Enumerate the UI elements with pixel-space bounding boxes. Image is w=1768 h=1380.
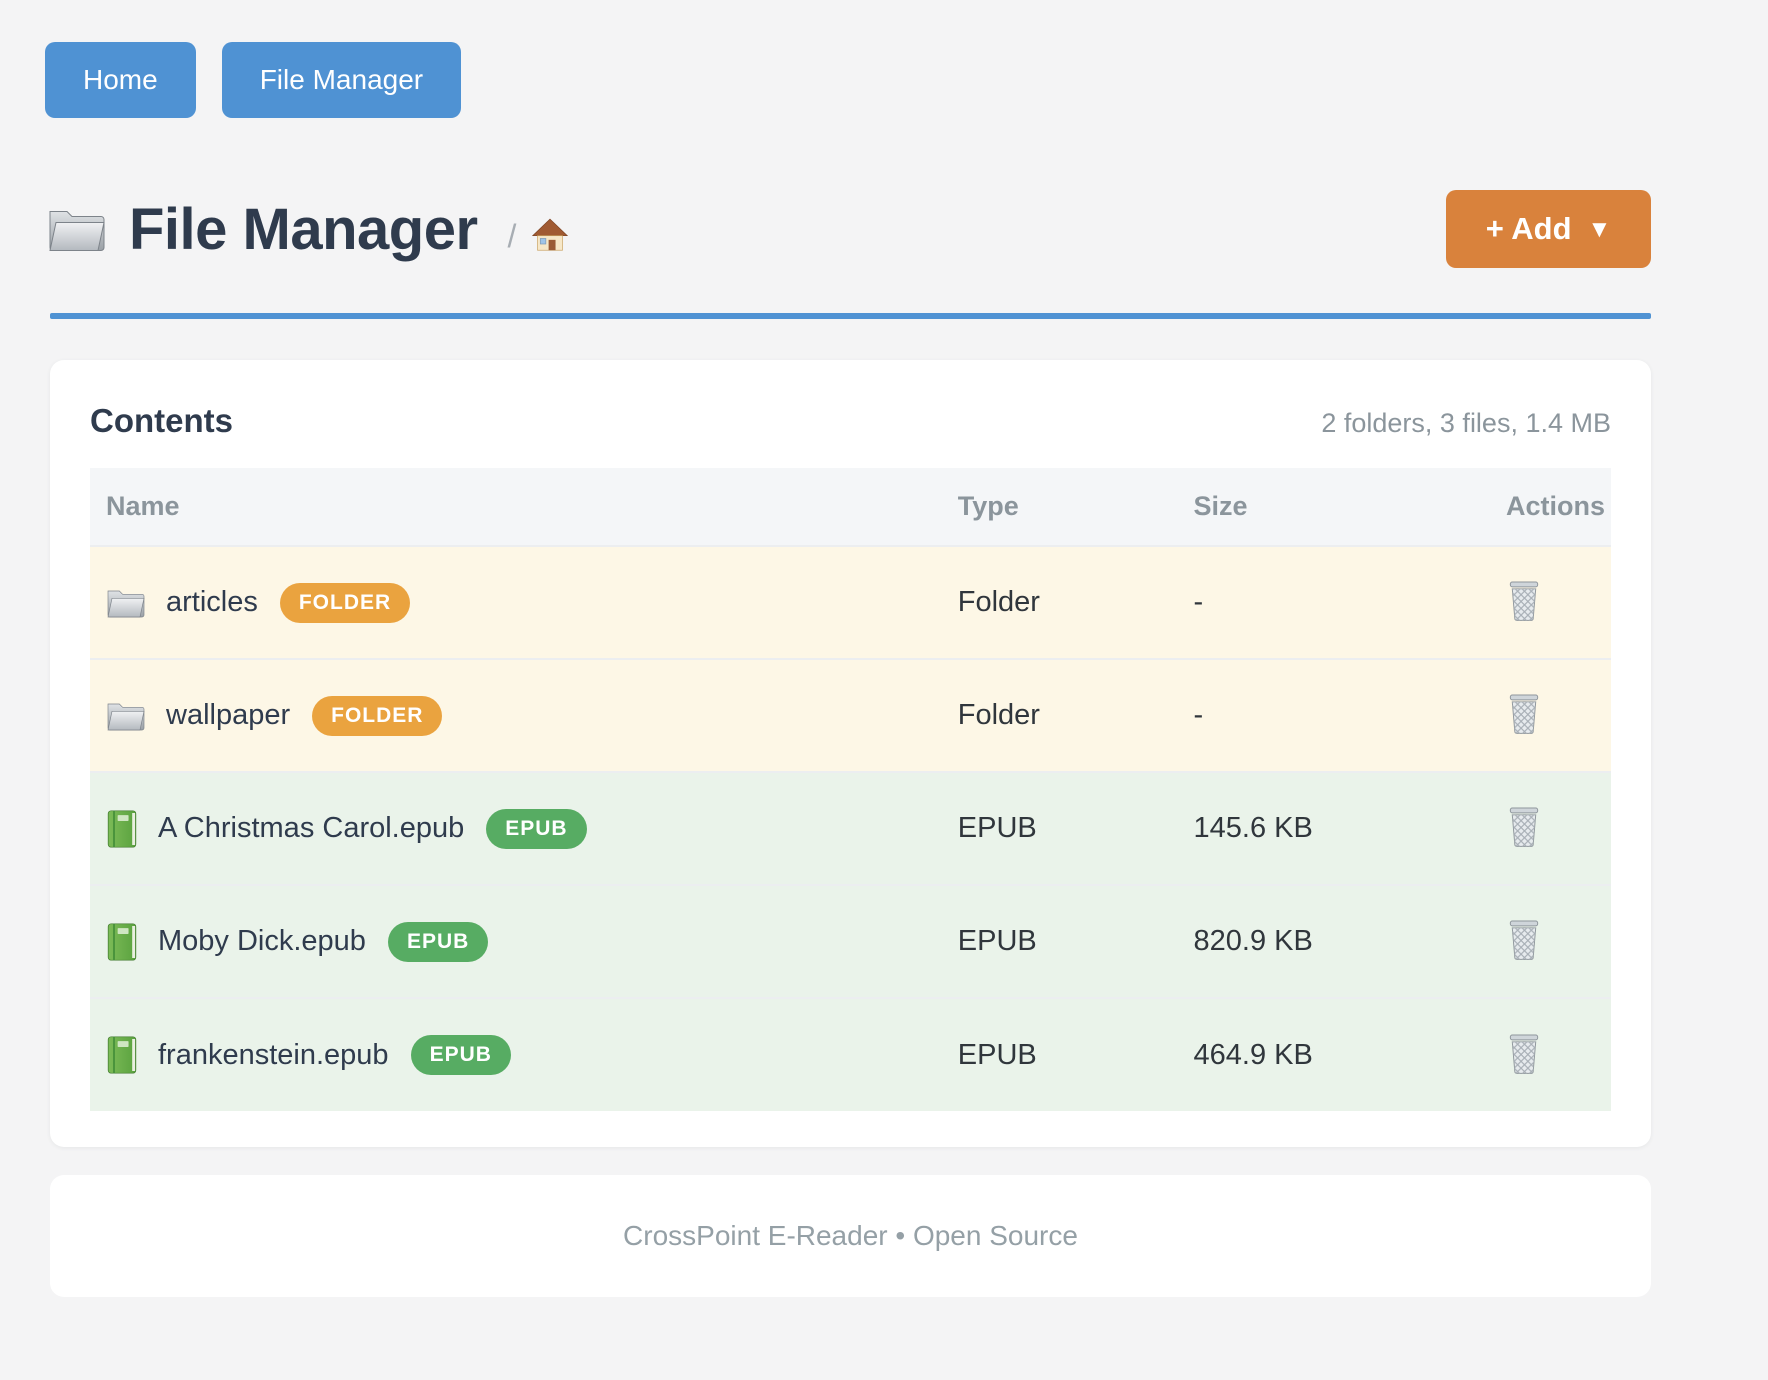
- type-cell: Folder: [941, 658, 1178, 772]
- folder-icon: [107, 590, 145, 617]
- footer: CrossPoint E-Reader • Open Source: [50, 1175, 1651, 1297]
- delete-button[interactable]: [1501, 914, 1547, 967]
- home-button[interactable]: Home: [45, 42, 196, 118]
- file-name: A Christmas Carol.epub: [158, 812, 465, 844]
- delete-button[interactable]: [1501, 688, 1547, 741]
- type-badge: EPUB: [410, 1035, 511, 1075]
- contents-summary: 2 folders, 3 files, 1.4 MB: [1321, 408, 1611, 438]
- size-cell: 820.9 KB: [1177, 884, 1437, 998]
- column-header-type: Type: [941, 468, 1178, 546]
- file-name: wallpaper: [166, 699, 291, 731]
- book-icon: [107, 809, 137, 848]
- file-name: articles: [166, 586, 258, 618]
- file-table: Name Type Size Actions articles: [90, 468, 1611, 1111]
- add-button[interactable]: + Add ▼: [1446, 190, 1651, 268]
- table-header-row: Name Type Size Actions: [90, 468, 1611, 546]
- top-nav: Home File Manager: [0, 0, 1768, 118]
- book-icon: [107, 1036, 137, 1074]
- type-cell: EPUB: [941, 884, 1178, 998]
- type-cell: Folder: [941, 545, 1178, 659]
- column-header-actions: Actions: [1436, 468, 1611, 546]
- table-row[interactable]: A Christmas Carol.epub EPUB EPUB 145.6 K…: [90, 771, 1611, 885]
- size-cell: 145.6 KB: [1177, 771, 1437, 885]
- wastebasket-icon: [1509, 1033, 1538, 1074]
- wastebasket-icon: [1509, 581, 1538, 621]
- table-row[interactable]: Moby Dick.epub EPUB EPUB 820.9 KB: [90, 884, 1611, 998]
- type-cell: EPUB: [941, 771, 1178, 885]
- table-row[interactable]: wallpaper FOLDER Folder -: [90, 658, 1611, 772]
- size-cell: 464.9 KB: [1177, 997, 1437, 1111]
- wastebasket-icon: [1509, 920, 1538, 960]
- footer-text: CrossPoint E-Reader • Open Source: [623, 1220, 1078, 1251]
- file-name: Moby Dick.epub: [158, 925, 366, 957]
- size-cell: -: [1177, 545, 1437, 659]
- file-manager-button[interactable]: File Manager: [221, 42, 462, 118]
- add-button-label: + Add: [1485, 211, 1572, 246]
- folder-icon: [49, 210, 105, 251]
- column-header-size: Size: [1177, 468, 1437, 546]
- header-divider: [50, 313, 1651, 319]
- breadcrumb-separator: /: [507, 217, 517, 254]
- page-title: File Manager: [129, 196, 478, 262]
- delete-button[interactable]: [1501, 575, 1547, 628]
- type-badge: EPUB: [486, 808, 587, 849]
- type-cell: EPUB: [941, 997, 1178, 1111]
- book-icon: [107, 922, 137, 961]
- card-title: Contents: [90, 402, 233, 439]
- type-badge: EPUB: [387, 921, 489, 962]
- wastebasket-icon: [1509, 694, 1538, 734]
- folder-icon: [107, 703, 145, 730]
- delete-button[interactable]: [1501, 801, 1547, 854]
- table-row[interactable]: articles FOLDER Folder -: [90, 545, 1611, 659]
- size-cell: -: [1177, 658, 1437, 772]
- delete-button[interactable]: [1501, 1028, 1547, 1081]
- caret-down-icon: ▼: [1587, 216, 1612, 243]
- table-row[interactable]: frankenstein.epub EPUB EPUB 464.9 KB: [90, 997, 1611, 1111]
- wastebasket-icon: [1509, 807, 1538, 847]
- house-icon[interactable]: [532, 217, 569, 253]
- column-header-name: Name: [90, 468, 942, 546]
- file-name: frankenstein.epub: [158, 1038, 389, 1071]
- contents-card: Contents 2 folders, 3 files, 1.4 MB Name…: [50, 360, 1651, 1147]
- page-header: File Manager / + Add ▼: [47, 190, 1651, 268]
- type-badge: FOLDER: [279, 582, 411, 623]
- type-badge: FOLDER: [312, 695, 443, 736]
